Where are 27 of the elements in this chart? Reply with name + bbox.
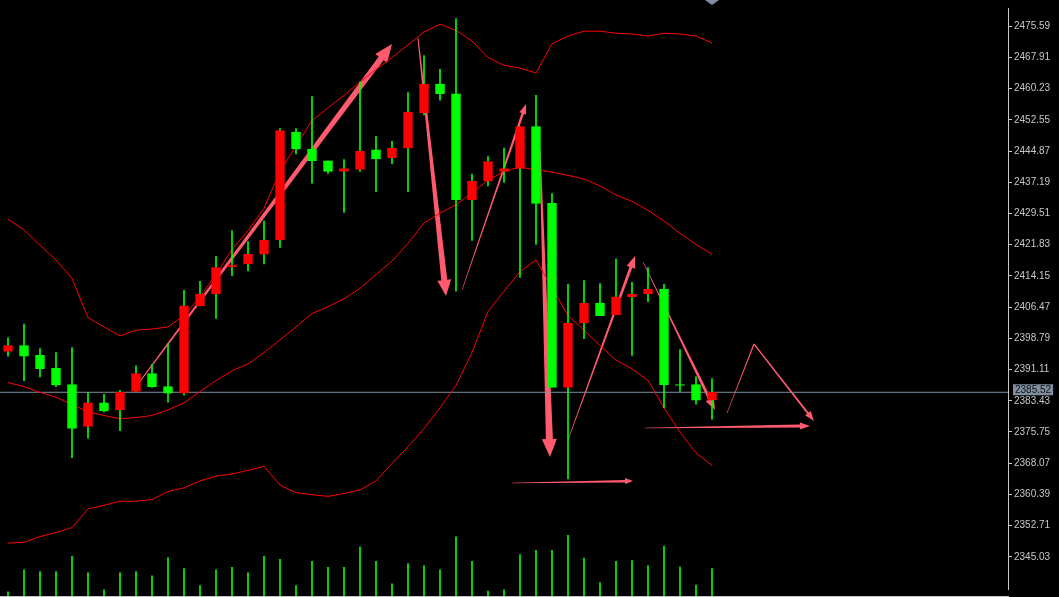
candlestick bbox=[339, 159, 349, 213]
y-tick-label: 2429.51 bbox=[1014, 207, 1051, 219]
y-tick-label: 2360.39 bbox=[1014, 488, 1051, 500]
candlestick bbox=[227, 230, 237, 277]
y-tick-label: 2375.75 bbox=[1014, 425, 1051, 437]
candlestick bbox=[19, 323, 29, 381]
y-tick-label: 2398.79 bbox=[1014, 332, 1051, 344]
ref-line-label: 2385.52 bbox=[1015, 383, 1052, 395]
y-tick-label: 2452.55 bbox=[1014, 113, 1051, 125]
y-tick-label: 2444.87 bbox=[1014, 144, 1051, 156]
y-tick-label: 2345.03 bbox=[1014, 550, 1051, 562]
candlestick bbox=[355, 81, 365, 172]
y-tick-label: 2352.71 bbox=[1014, 519, 1051, 531]
candlestick bbox=[307, 96, 317, 184]
y-tick-label: 2475.59 bbox=[1014, 20, 1051, 32]
y-tick-label: 2368.07 bbox=[1014, 456, 1051, 468]
candlestick bbox=[163, 343, 173, 403]
candlestick bbox=[707, 378, 717, 420]
y-tick-label: 2383.43 bbox=[1014, 394, 1051, 406]
y-tick-label: 2437.19 bbox=[1014, 176, 1051, 188]
y-tick-label: 2406.47 bbox=[1014, 300, 1051, 312]
candlestick bbox=[371, 136, 381, 192]
y-tick-label: 2421.83 bbox=[1014, 238, 1051, 250]
y-tick-label: 2391.11 bbox=[1014, 363, 1050, 375]
y-tick-label: 2460.23 bbox=[1014, 82, 1051, 94]
y-tick-label: 2414.15 bbox=[1014, 269, 1051, 281]
y-tick-label: 2467.91 bbox=[1014, 51, 1051, 63]
